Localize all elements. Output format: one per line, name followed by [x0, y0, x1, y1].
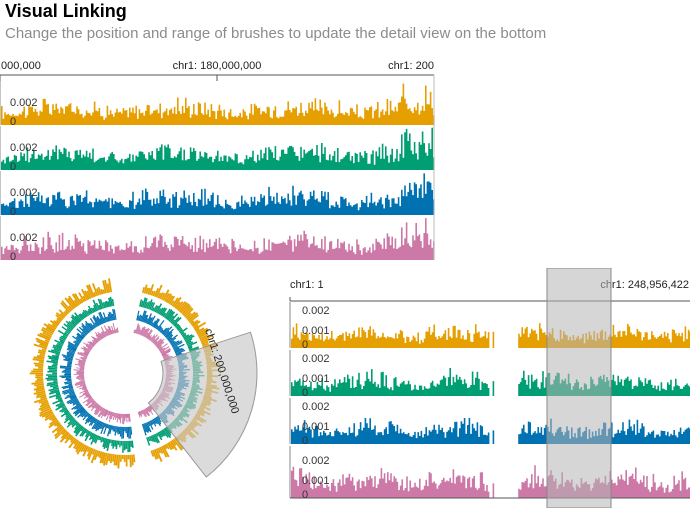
overview-track-pink: 0.002 0.001 0	[289, 446, 690, 501]
circular-view[interactable]: chr1: 200,000,000	[0, 268, 285, 518]
detail-track-zero: 0	[10, 161, 16, 173]
overview-track-tick-mid: 0.001	[302, 475, 330, 487]
overview-track-tick-mid: 0.001	[302, 421, 330, 433]
detail-track-zero: 0	[10, 206, 16, 218]
detail-track-pink: 0.002 0	[0, 216, 435, 263]
detail-axis-label-left: ,000,000	[0, 60, 41, 72]
histogram-bars	[1, 127, 435, 170]
overview-track-zero: 0	[302, 387, 308, 399]
detail-track-tick: 0.002	[10, 187, 38, 199]
detail-track-tick: 0.002	[10, 232, 38, 244]
overview-axis-label-end: chr1: 248,956,422	[600, 279, 689, 291]
overview-track-green: 0.002 0.001 0	[289, 350, 690, 399]
detail-axis-label-right: chr1: 200	[388, 60, 434, 72]
overview-track-tick-top: 0.002	[302, 353, 330, 365]
detail-track-green: 0.002 0	[0, 126, 435, 173]
histogram-bars	[1, 218, 435, 260]
overview-track-tick-top: 0.002	[302, 455, 330, 467]
overview-brush[interactable]	[546, 268, 612, 508]
overview-track-blue: 0.002 0.001 0	[289, 398, 690, 447]
overview-track-tick-top: 0.002	[302, 401, 330, 413]
histogram-bars	[1, 173, 435, 215]
histogram-bars	[291, 368, 690, 396]
overview-track-tick-top: 0.002	[302, 305, 330, 317]
page-subtitle: Change the position and range of brushes…	[5, 25, 547, 42]
detail-linear-view[interactable]: ,000,000 chr1: 180,000,000 chr1: 200 0.0…	[0, 55, 440, 265]
overview-linear-view[interactable]: chr1: 1 chr1: 248,956,422 0.002 0.001 0 …	[285, 268, 690, 508]
detail-axis-label-mid: chr1: 180,000,000	[173, 60, 262, 72]
detail-track-orange: 0.002 0	[0, 81, 435, 128]
histogram-bars	[1, 83, 435, 125]
histogram-bars	[291, 465, 690, 498]
histogram-bars	[291, 417, 690, 444]
detail-track-zero: 0	[10, 251, 16, 263]
detail-track-blue: 0.002 0	[0, 171, 435, 218]
overview-track-orange: 0.002 0.001 0	[289, 302, 690, 351]
overview-track-zero: 0	[302, 489, 308, 501]
overview-axis-label-start: chr1: 1	[290, 279, 324, 291]
detail-track-zero: 0	[10, 116, 16, 128]
page-title: Visual Linking	[5, 1, 127, 21]
overview-track-tick-mid: 0.001	[302, 325, 330, 337]
overview-track-zero: 0	[302, 339, 308, 351]
circular-brush[interactable]	[147, 331, 258, 478]
histogram-bars	[291, 323, 690, 348]
overview-track-tick-mid: 0.001	[302, 373, 330, 385]
detail-track-tick: 0.002	[10, 97, 38, 109]
detail-track-tick: 0.002	[10, 142, 38, 154]
overview-track-zero: 0	[302, 435, 308, 447]
